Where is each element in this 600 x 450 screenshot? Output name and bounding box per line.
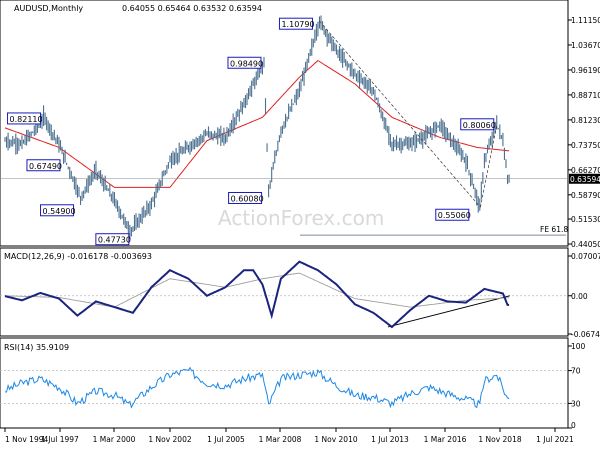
macd-axis: 0.070071 0.00 -0.067423 [0, 252, 600, 339]
rsi-line [4, 366, 510, 409]
price-y-tick-label: 0.81230 [571, 116, 600, 125]
rsi-pane: RSI(14) 35.9109 100 70 30 0 [0, 337, 586, 430]
price-labels: 0.82110 0.47730 0.98490 0.60080 1.10790 0.550… [7, 17, 498, 246]
x-tick-label: 1 Nov 2018 [478, 435, 521, 444]
price-label: 0.47730 [98, 236, 131, 245]
rsi-y-tick-label: 0 [571, 421, 576, 430]
rsi-y-tick-label: 70 [571, 367, 581, 376]
rsi-title: RSI(14) 35.9109 [4, 343, 69, 352]
price-y-tick-label: 0.51530 [571, 215, 600, 224]
price-label-box [228, 191, 263, 204]
fe-label: FE 61.8 [540, 225, 568, 234]
moving-average-line [4, 59, 510, 188]
rsi-axis: 100 70 30 0 [0, 342, 586, 430]
price-label-box [227, 56, 262, 69]
macd-y-tick-label: 0.00 [571, 292, 588, 301]
macd-trendline [387, 295, 511, 328]
price-y-tick-label: 0.66270 [571, 166, 600, 175]
price-label: 1.10790 [281, 20, 314, 29]
x-tick-label: 1 Jul 2005 [207, 435, 245, 444]
price-bars [4, 15, 510, 240]
x-tick-label: 1 Nov 2010 [314, 435, 357, 444]
price-label-box [278, 17, 313, 30]
projection-line [480, 123, 498, 208]
x-tick-label: 1 Jul 2021 [536, 435, 574, 444]
price-y-tick-label: 1.11150 [571, 16, 600, 25]
price-label-box [26, 159, 61, 172]
price-axis: 1.11150 1.03670 0.96190 0.88710 0.81230 0.737… [568, 16, 600, 249]
projection-line [319, 20, 481, 208]
x-tick-label: 1 Mar 2000 [93, 435, 136, 444]
x-tick-label: 1 Nov 1994 [5, 435, 48, 444]
price-label-box [95, 233, 130, 246]
price-y-tick-label: 0.96190 [571, 66, 600, 75]
price-y-tick-label: 0.44050 [571, 240, 600, 249]
macd-pane: MACD(12,26,9) -0.016178 -0.003693 0.0700… [0, 247, 600, 339]
macd-y-tick-label: -0.067423 [571, 330, 600, 339]
price-label-box [435, 208, 470, 221]
price-y-tick-label: 0.58790 [571, 191, 600, 200]
price-label: 0.98490 [230, 59, 263, 68]
x-tick-label: 1 Mar 2016 [424, 435, 467, 444]
macd-signal-line [5, 272, 510, 308]
price-y-tick-label: 0.73750 [571, 141, 600, 150]
price-label-box [460, 118, 495, 131]
x-tick-label: 1 Jul 2013 [371, 435, 409, 444]
macd-y-tick-label: 0.070071 [571, 252, 600, 261]
price-label-box [7, 112, 42, 125]
price-label: 0.54900 [43, 207, 76, 216]
main-ohlc: 0.64055 0.65464 0.63532 0.63594 [122, 4, 262, 13]
macd-line [4, 260, 510, 329]
x-tick-label: 1 Mar 2008 [259, 435, 302, 444]
price-y-tick-label: 1.03670 [571, 41, 600, 50]
macd-title: MACD(12,26,9) -0.016178 -0.003693 [4, 252, 152, 261]
price-label: 0.82110 [10, 115, 43, 124]
current-price-box [569, 173, 600, 184]
current-price-label: 0.63594 [570, 175, 600, 184]
price-y-tick-label: 0.88710 [571, 91, 600, 100]
price-label-box [40, 204, 75, 217]
rsi-y-tick-label: 30 [571, 399, 581, 408]
x-tick-label: 1 Nov 2002 [148, 435, 191, 444]
price-label: 0.67490 [29, 162, 62, 171]
price-label: 0.80060 [463, 121, 496, 130]
watermark: ActionForex.com [218, 206, 384, 230]
main-title: AUDUSD,Monthly [14, 4, 83, 13]
x-tick-label: 1 Jul 1997 [41, 435, 79, 444]
price-label: 0.55060 [438, 211, 471, 220]
price-label: 0.60080 [231, 194, 264, 203]
price-pane: ActionForex.com AUDUSD,Monthly 0.64055 0… [0, 0, 600, 249]
rsi-y-tick-label: 100 [571, 342, 586, 351]
